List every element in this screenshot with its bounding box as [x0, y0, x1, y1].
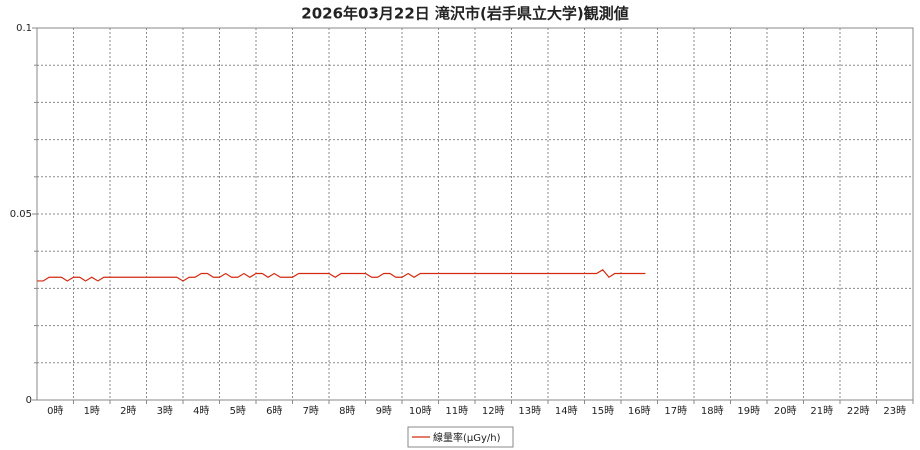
x-tick-label: 7時 [303, 405, 319, 417]
x-tick-label: 10時 [409, 405, 432, 417]
x-tick-label: 0時 [47, 405, 63, 417]
y-tick-label: 0 [26, 395, 32, 406]
x-tick-label: 23時 [883, 405, 906, 417]
x-tick-label: 4時 [193, 405, 209, 417]
x-tick-label: 15時 [591, 405, 614, 417]
x-tick-label: 22時 [847, 405, 870, 417]
chart-title: 2026年03月22日 滝沢市(岩手県立大学)観測値 [301, 5, 628, 23]
x-tick-label: 8時 [339, 405, 355, 417]
plot-frame [36, 27, 914, 401]
x-tick-label: 14時 [555, 405, 578, 417]
x-tick-label: 20時 [774, 405, 797, 417]
data-line [37, 269, 646, 282]
x-tick-label: 6時 [266, 405, 282, 417]
x-tick-label: 11時 [445, 405, 468, 417]
x-tick-label: 1時 [84, 405, 100, 417]
x-tick-label: 19時 [737, 405, 760, 417]
legend-label: 線量率(µGy/h) [433, 431, 501, 444]
y-tick-label: 0.1 [16, 23, 32, 34]
y-tick-label: 0.05 [10, 209, 32, 220]
legend-box [407, 426, 514, 448]
x-tick-label: 12時 [482, 405, 505, 417]
x-tick-label: 18時 [701, 405, 724, 417]
x-tick-label: 9時 [376, 405, 392, 417]
x-tick-label: 5時 [230, 405, 246, 417]
x-tick-label: 3時 [157, 405, 173, 417]
x-tick-label: 17時 [664, 405, 687, 417]
x-tick-label: 21時 [810, 405, 833, 417]
x-tick-label: 16時 [628, 405, 651, 417]
x-tick-label: 2時 [120, 405, 136, 417]
x-tick-label: 13時 [518, 405, 541, 417]
